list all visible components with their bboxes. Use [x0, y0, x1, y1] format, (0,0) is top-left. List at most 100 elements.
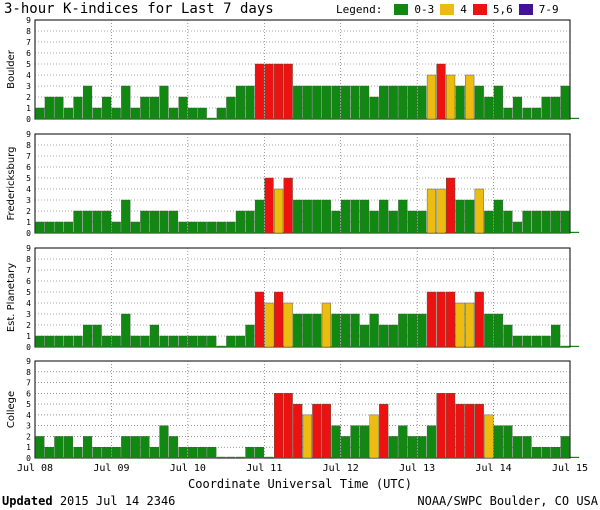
k-bar-boulder	[35, 107, 45, 120]
k-bar-college	[350, 425, 360, 459]
y-tick-label-boulder: 8	[26, 27, 31, 36]
k-bar-college	[455, 403, 465, 459]
k-bar-boulder	[522, 107, 532, 120]
x-tick-label: Jul 10	[170, 463, 206, 474]
k-bar-est-planetary	[465, 302, 475, 348]
k-bar-college	[446, 393, 456, 459]
y-tick-label-boulder: 1	[26, 104, 31, 113]
x-tick-label: Jul 13	[399, 463, 435, 474]
k-bar-boulder	[63, 107, 74, 120]
k-bar-est-planetary	[436, 291, 446, 348]
updated-value: 2015 Jul 14 2346	[59, 494, 176, 508]
k-bar-est-planetary	[207, 335, 217, 348]
k-bar-est-planetary	[226, 335, 236, 348]
y-tick-label-est-planetary: 1	[26, 332, 31, 341]
k-bar-boulder	[398, 85, 408, 120]
updated-label: Updated	[2, 494, 53, 508]
legend-title: Legend:	[336, 3, 383, 16]
k-bar-boulder	[331, 85, 341, 120]
k-bar-boulder	[283, 63, 293, 120]
k-bar-fredericksburg	[446, 177, 456, 234]
k-bar-boulder	[369, 96, 379, 120]
k-bar-fredericksburg	[503, 210, 513, 234]
k-bar-fredericksburg	[436, 188, 446, 234]
k-bar-est-planetary	[245, 324, 255, 348]
k-bar-fredericksburg	[560, 210, 570, 234]
k-bar-college	[531, 447, 542, 459]
k-bar-fredericksburg	[197, 221, 207, 234]
k-bar-boulder	[82, 85, 93, 120]
k-bar-college	[236, 456, 245, 458]
y-tick-label-fredericksburg: 6	[26, 163, 31, 172]
k-bar-boulder	[484, 96, 494, 120]
k-bar-est-planetary	[121, 313, 131, 348]
k-bar-fredericksburg	[102, 210, 112, 234]
k-bar-college	[102, 447, 112, 459]
y-tick-label-est-planetary: 9	[26, 244, 31, 253]
k-bar-fredericksburg	[369, 210, 379, 234]
k-bar-college	[436, 393, 446, 459]
k-bar-boulder	[178, 96, 188, 120]
x-tick-label: Jul 14	[476, 463, 512, 474]
k-bar-est-planetary	[149, 324, 159, 348]
k-bar-college	[111, 447, 121, 459]
legend-item-green: 0-3	[394, 3, 434, 16]
k-bar-college	[207, 447, 217, 459]
x-tick-label: Jul 11	[246, 463, 282, 474]
k-bar-boulder	[455, 85, 465, 120]
k-bar-boulder	[512, 96, 523, 120]
station-label-college: College	[6, 391, 17, 428]
k-bar-est-planetary	[388, 324, 398, 348]
k-bar-fredericksburg	[82, 210, 93, 234]
k-bar-college	[369, 414, 379, 459]
k-bar-fredericksburg	[63, 221, 74, 234]
station-label-fredericksburg: Fredericksburg	[6, 147, 17, 221]
k-bar-boulder	[541, 96, 551, 120]
k-bar-boulder	[350, 85, 360, 120]
legend-swatch-green	[394, 4, 409, 15]
k-bar-boulder	[102, 96, 112, 120]
k-bar-fredericksburg	[321, 199, 331, 234]
k-bar-est-planetary	[35, 335, 45, 348]
k-bar-fredericksburg	[474, 188, 484, 234]
k-bar-boulder	[92, 107, 102, 120]
k-bar-fredericksburg	[541, 210, 551, 234]
k-bar-fredericksburg	[379, 199, 389, 234]
k-bar-boulder	[235, 85, 245, 120]
y-tick-label-est-planetary: 6	[26, 277, 31, 286]
y-tick-label-fredericksburg: 9	[26, 130, 31, 139]
k-bar-fredericksburg	[331, 210, 341, 234]
k-bar-est-planetary	[274, 291, 284, 348]
k-bar-college	[130, 436, 140, 459]
y-tick-label-fredericksburg: 8	[26, 141, 31, 150]
k-bar-fredericksburg	[168, 210, 179, 234]
k-bar-boulder	[321, 85, 331, 120]
k-bar-est-planetary	[92, 324, 102, 348]
k-bar-college	[264, 456, 274, 458]
legend-swatch-red	[472, 4, 487, 15]
chart-title: 3-hour K-indices for Last 7 days	[4, 1, 274, 17]
station-label-boulder: Boulder	[6, 49, 17, 89]
k-bar-college	[254, 447, 265, 459]
k-bar-college	[522, 436, 532, 459]
k-bar-fredericksburg	[254, 199, 265, 234]
k-bar-est-planetary	[140, 335, 150, 348]
legend-swatch-yellow	[440, 4, 455, 15]
k-bar-boulder	[570, 117, 580, 119]
y-tick-label-boulder: 5	[26, 60, 31, 69]
k-bar-fredericksburg	[92, 210, 102, 234]
k-bar-fredericksburg	[484, 210, 494, 234]
k-bar-boulder	[140, 96, 150, 120]
k-bar-est-planetary	[541, 335, 551, 348]
k-bar-est-planetary	[417, 313, 427, 348]
k-bar-fredericksburg	[531, 210, 542, 234]
k-bar-college	[512, 436, 523, 459]
k-bar-college	[407, 436, 417, 459]
k-bar-fredericksburg	[44, 221, 54, 234]
k-bar-fredericksburg	[121, 199, 131, 234]
k-bar-boulder	[264, 63, 274, 120]
k-bar-college	[168, 436, 179, 459]
k-bar-college	[417, 436, 427, 459]
k-bar-boulder	[245, 85, 255, 120]
